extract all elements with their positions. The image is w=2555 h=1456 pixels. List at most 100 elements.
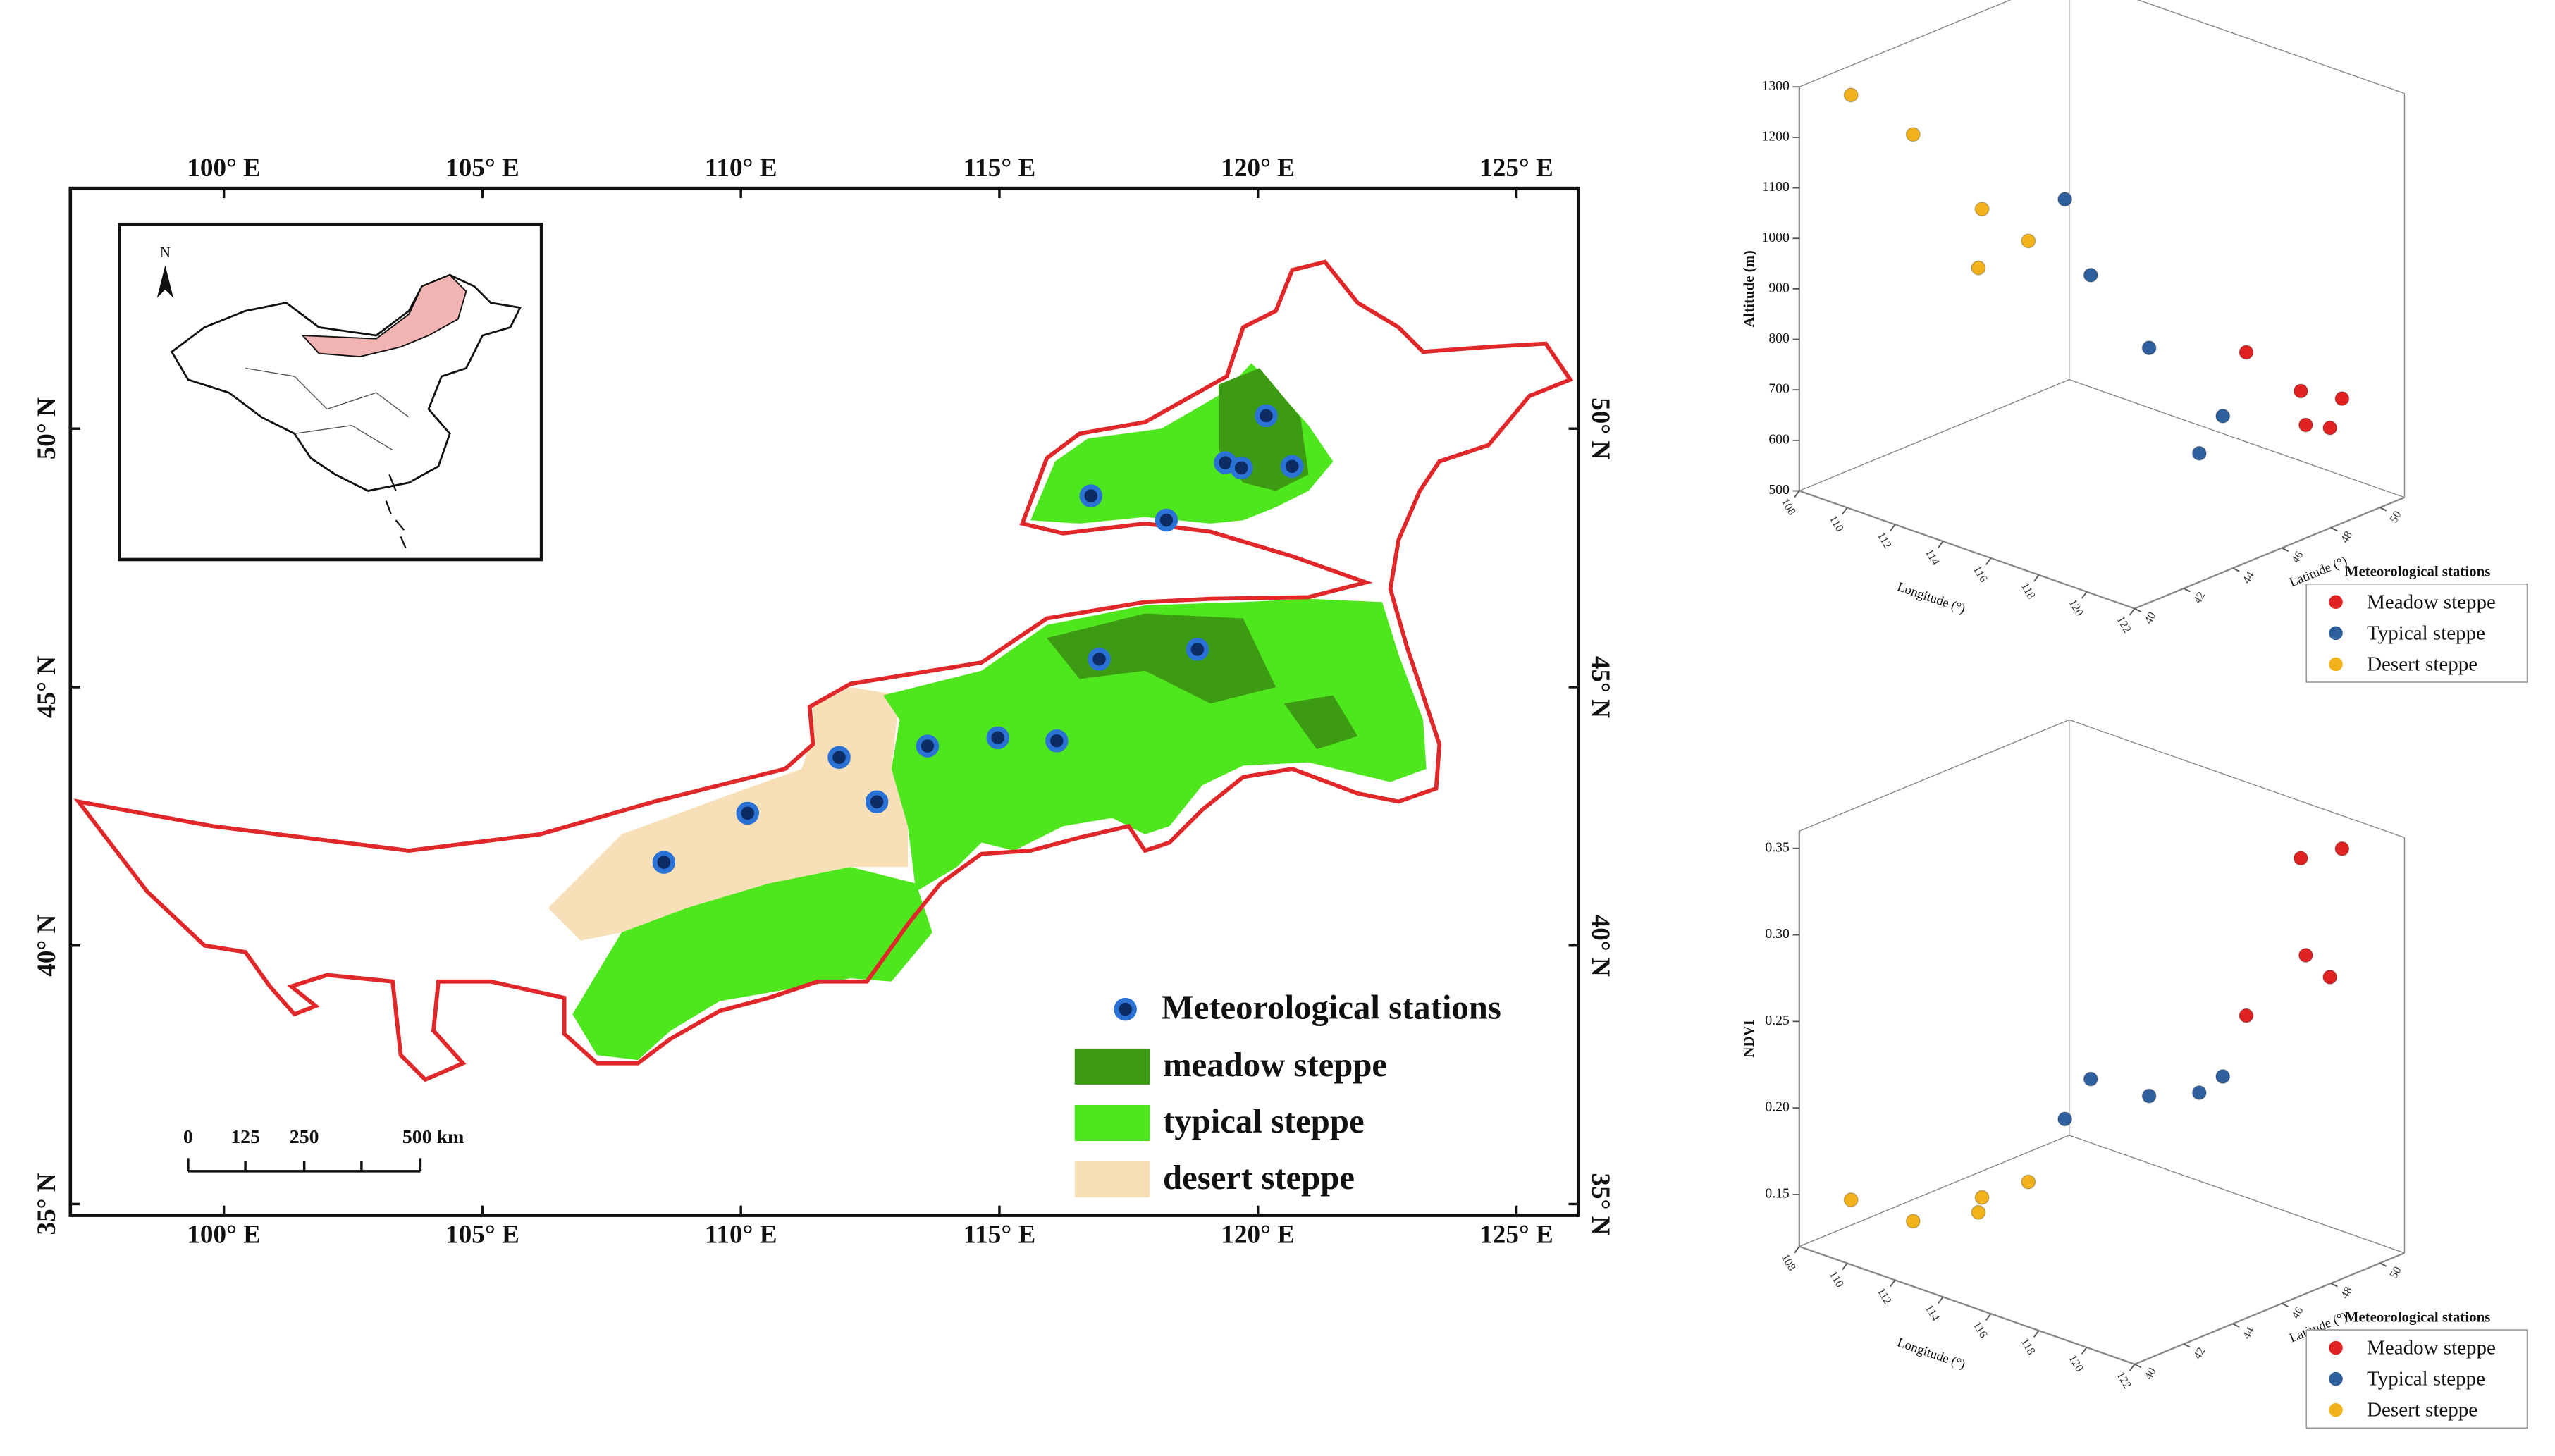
z-tick-label: 1300: [1761, 78, 1790, 94]
legend-marker: [2329, 595, 2343, 610]
point: [2334, 841, 2350, 856]
x-tick: [1794, 490, 1800, 498]
x-tick: [2033, 574, 2040, 582]
y-tick-label: 40° N: [1586, 915, 1615, 977]
x-tick: [1794, 1246, 1800, 1254]
station: [1155, 508, 1178, 532]
x-tick: [1842, 1262, 1848, 1271]
point: [1843, 87, 1859, 103]
y-tick: [2330, 526, 2338, 532]
legend-swatch: [1074, 1161, 1150, 1198]
x-axis: [1799, 1245, 2135, 1365]
z-tick-label: 0.20: [1765, 1099, 1790, 1115]
scale-label: 125: [230, 1126, 260, 1148]
point: [2298, 417, 2313, 433]
box-edge: [1799, 379, 2070, 492]
box-edge: [2069, 719, 2405, 839]
x-tick: [2081, 591, 2088, 599]
point: [2083, 267, 2098, 283]
x-tick-label: 110° E: [705, 154, 777, 183]
box-edge: [1799, 0, 2012, 87]
point: [2021, 233, 2036, 249]
y-tick-label: 45° N: [1586, 656, 1615, 718]
y-tick: [2330, 1283, 2338, 1288]
y-tick-label: 40: [2142, 1366, 2159, 1382]
y-tick-label: 48: [2338, 529, 2355, 545]
y-tick: [2282, 547, 2289, 552]
x-tick: [2081, 1347, 2088, 1355]
point: [2322, 969, 2338, 985]
inset-highlight: [301, 274, 467, 358]
z-tick-label: 0.35: [1765, 839, 1790, 855]
legend-marker: [2329, 1340, 2343, 1355]
z-tick-label: 0.30: [1765, 926, 1790, 942]
station: [916, 734, 940, 758]
point: [2239, 1008, 2254, 1023]
station: [736, 801, 759, 825]
y-tick-label: 44: [2240, 569, 2257, 586]
y-tick-label: 50: [2387, 509, 2404, 525]
y-axis: [2134, 1252, 2405, 1365]
inset-islands: [385, 474, 407, 549]
z-tick-label: 800: [1768, 331, 1790, 346]
legend-marker: [1114, 997, 1137, 1021]
legend-box: [2305, 1329, 2528, 1429]
legend-label: Meadow steppe: [2367, 1337, 2496, 1359]
z-tick-label: 0.15: [1765, 1186, 1790, 1202]
point: [1905, 1214, 1921, 1229]
z-axis-title: Altitude (m): [1740, 250, 1757, 328]
station: [1045, 729, 1069, 753]
z-tick-label: 0.25: [1765, 1013, 1790, 1028]
y-tick: [2134, 607, 2142, 613]
z-tick-label: 1000: [1761, 230, 1790, 245]
legend-marker: [2329, 1403, 2343, 1417]
z-tick-label: 1200: [1761, 128, 1790, 144]
station: [1186, 638, 1209, 661]
y-tick: [2282, 1302, 2289, 1308]
z-tick-label: 1100: [1762, 179, 1790, 195]
x-tick: [1985, 1313, 1992, 1321]
y-tick-label: 44: [2240, 1325, 2257, 1341]
box-edge: [1799, 1135, 2070, 1247]
map-frame: [68, 186, 1580, 1217]
legend-title: Meteorological stations: [2345, 1309, 2491, 1326]
y-tick-label: 35° N: [1586, 1173, 1615, 1235]
z-tick-label: 500: [1768, 482, 1790, 498]
y-axis: [2134, 496, 2405, 610]
x-tick-label: 100° E: [187, 1220, 261, 1249]
point: [2322, 420, 2338, 436]
station: [652, 851, 676, 874]
point: [2057, 192, 2073, 207]
y-tick-label: 40: [2142, 610, 2159, 626]
legend-title: Meteorological stations: [2345, 562, 2491, 579]
typical-area: [572, 867, 932, 1061]
legend-label: meadow steppe: [1163, 1046, 1387, 1084]
legend-box: [2305, 583, 2528, 683]
z-tick-label: 700: [1768, 381, 1790, 397]
point: [2293, 851, 2308, 866]
point: [1971, 1204, 1986, 1220]
legend-marker: [2329, 626, 2343, 641]
x-tick: [1938, 1296, 1944, 1304]
y-tick-label: 42: [2191, 590, 2208, 606]
y-tick-label: 48: [2338, 1285, 2355, 1301]
x-tick: [2129, 608, 2136, 616]
point: [1974, 202, 1990, 217]
scale-label: 250: [290, 1126, 319, 1148]
station: [827, 746, 851, 769]
x-tick-label: 120° E: [1221, 1220, 1295, 1249]
legend-swatch: [1074, 1104, 1150, 1141]
legend-label: Typical steppe: [2367, 622, 2485, 644]
z-tick-label: 600: [1768, 431, 1790, 447]
station: [1088, 648, 1111, 671]
x-axis: [1799, 490, 2135, 610]
y-tick: [2379, 1262, 2387, 1267]
legend-label: typical steppe: [1163, 1102, 1365, 1140]
point: [2239, 345, 2254, 360]
typical-area: [883, 598, 1427, 892]
legend-marker: [2329, 657, 2343, 672]
point: [2191, 1085, 2207, 1100]
point: [2191, 445, 2207, 461]
